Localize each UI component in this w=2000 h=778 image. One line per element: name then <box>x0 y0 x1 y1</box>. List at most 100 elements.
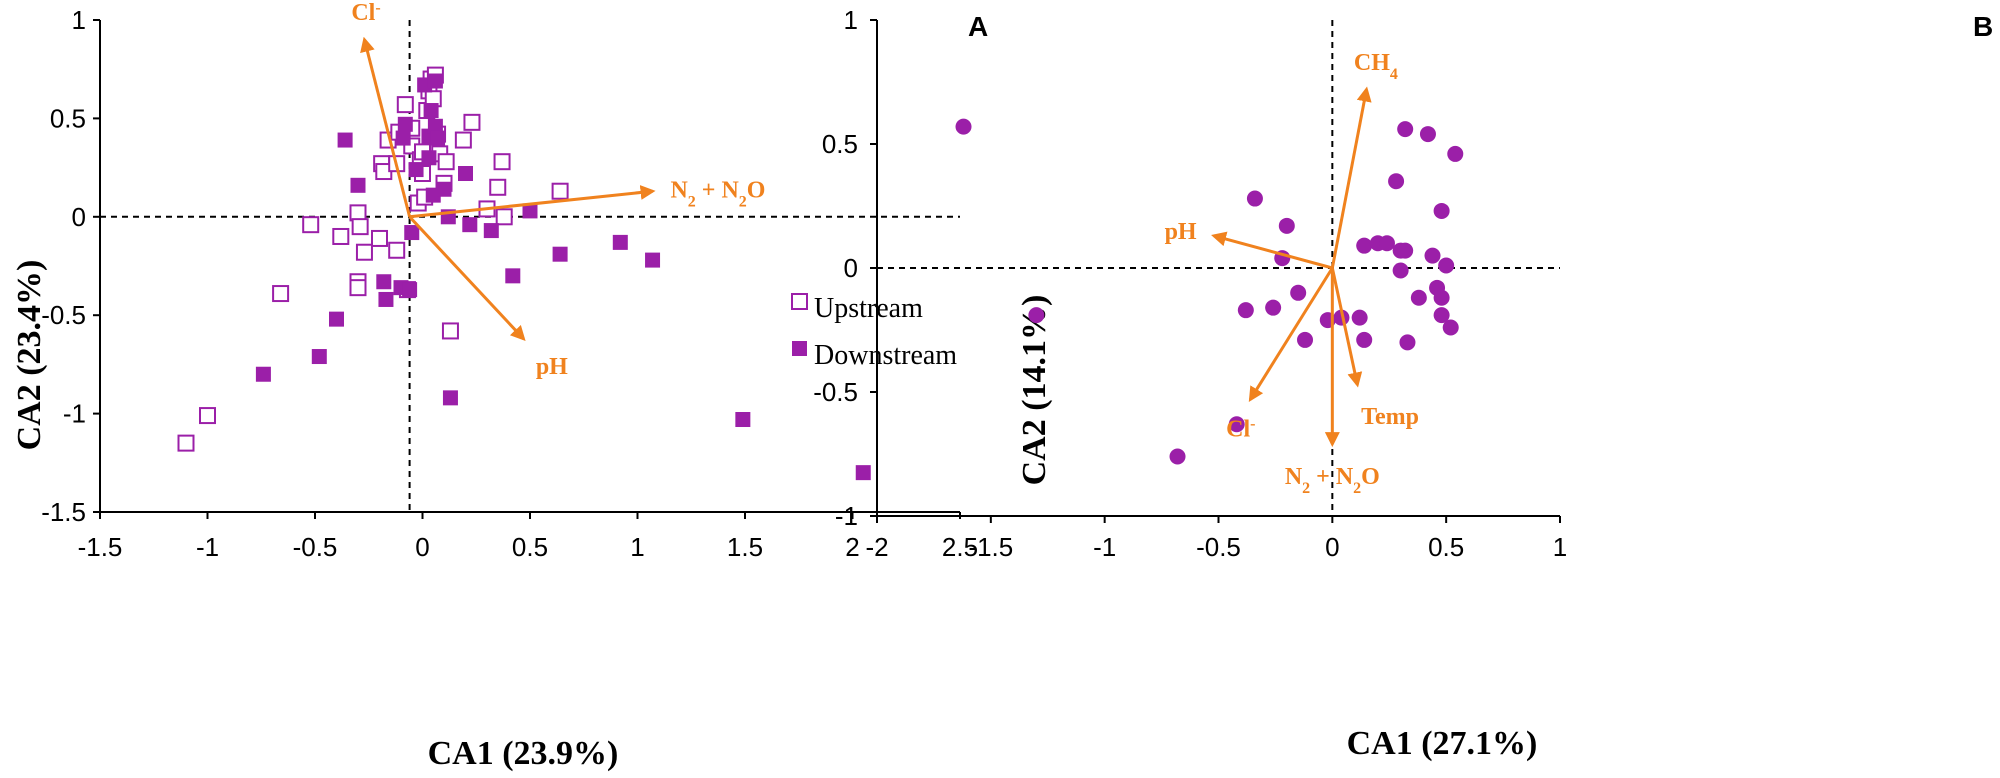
data-point-upstream <box>302 216 320 234</box>
panel-b: B CA1 (27.1%) CA2 (14.1%) -2 -1.5 -1 -0.5 0 0… <box>813 5 1993 762</box>
data-point-samples <box>1410 289 1427 306</box>
data-point-downstream <box>311 349 327 365</box>
x-tick-label: -1 <box>1093 532 1116 562</box>
vector-label-ch4: CH4 <box>1354 50 1398 83</box>
data-point-samples <box>1028 307 1045 324</box>
data-point-upstream <box>463 113 481 131</box>
data-point-upstream <box>332 227 350 245</box>
data-point-downstream <box>735 412 751 428</box>
panel-b-x-axis-label: CA1 (27.1%) <box>1347 725 1538 762</box>
data-point-samples <box>1356 331 1373 348</box>
x-tick-label: 1 <box>630 532 644 562</box>
panel-a: A CA1 (23.9%) CA2 (23.4%) Upstream Downs… <box>11 0 988 772</box>
data-point-downstream <box>255 366 271 382</box>
data-point-upstream <box>396 96 414 114</box>
panel-b-label: B <box>1973 11 1993 42</box>
data-point-downstream <box>458 166 473 182</box>
vector-arrow-ch4 <box>1330 86 1372 269</box>
data-point-samples <box>1399 334 1416 351</box>
data-point-samples <box>1388 173 1405 190</box>
data-point-downstream <box>483 223 499 239</box>
y-tick-label: 0 <box>844 253 858 283</box>
data-point-downstream <box>436 181 452 197</box>
data-point-downstream <box>408 162 424 178</box>
data-point-samples <box>1356 237 1373 254</box>
x-tick-label: 0 <box>1325 532 1339 562</box>
data-point-samples <box>1169 448 1186 465</box>
data-point-downstream <box>397 116 413 132</box>
data-point-upstream <box>349 204 367 222</box>
legend-upstream-marker <box>791 293 808 310</box>
data-point-downstream <box>402 282 418 298</box>
data-point-downstream <box>423 103 439 119</box>
data-point-samples <box>1397 121 1414 138</box>
data-point-downstream <box>442 390 458 406</box>
y-tick-label: 1 <box>844 5 858 35</box>
y-tick-label: -0.5 <box>41 300 86 330</box>
data-point-downstream <box>430 130 446 146</box>
data-point-downstream <box>337 132 353 148</box>
panel-a-label: A <box>968 11 988 42</box>
data-point-samples <box>1297 331 1314 348</box>
data-point-upstream <box>351 218 369 236</box>
vector-arrow-cl <box>360 36 412 218</box>
legend-upstream-label: Upstream <box>814 293 923 324</box>
vector-arrow-temp <box>1330 267 1363 388</box>
data-point-samples <box>1442 319 1459 336</box>
y-tick-label: -1 <box>63 399 86 429</box>
vector-arrow-ph <box>408 215 526 342</box>
panel-a-legend: Upstream Downstream <box>791 293 957 371</box>
data-point-samples <box>1433 202 1450 219</box>
data-point-samples <box>1397 242 1414 259</box>
x-tick-label: -2 <box>865 532 888 562</box>
x-tick-label: 0.5 <box>1428 532 1464 562</box>
data-point-samples <box>1333 309 1350 326</box>
x-tick-label: -1.5 <box>78 532 123 562</box>
x-tick-label: 0 <box>415 532 429 562</box>
data-point-downstream <box>855 465 871 481</box>
x-tick-label: 2 <box>845 532 859 562</box>
data-point-upstream <box>454 131 472 149</box>
data-point-samples <box>1392 262 1409 279</box>
vector-label-temp: Temp <box>1361 404 1419 430</box>
data-point-samples <box>1265 299 1282 316</box>
data-point-downstream <box>404 225 420 241</box>
data-point-upstream <box>349 279 367 297</box>
vector-label-ph: pH <box>1165 219 1197 245</box>
x-tick-label: 1.5 <box>727 532 763 562</box>
data-point-samples <box>1419 126 1436 143</box>
data-point-downstream <box>462 217 478 233</box>
data-point-downstream <box>350 177 366 193</box>
data-point-downstream <box>329 311 344 327</box>
data-point-upstream <box>493 153 511 171</box>
panel-a-y-axis-label: CA2 (23.4%) <box>11 260 48 451</box>
vector-arrow-n2-n2o <box>409 185 656 219</box>
data-point-samples <box>1290 284 1307 301</box>
data-point-samples <box>1228 416 1245 433</box>
data-point-upstream <box>177 434 195 452</box>
data-point-upstream <box>495 208 513 226</box>
y-tick-label: -1.5 <box>41 497 86 527</box>
vector-label-cl: Cl- <box>351 0 380 26</box>
data-point-samples <box>1447 145 1464 162</box>
panel-a-x-axis-label: CA1 (23.9%) <box>428 735 619 772</box>
x-tick-label: -0.5 <box>293 532 338 562</box>
data-point-downstream <box>421 150 437 166</box>
data-point-downstream <box>505 268 521 284</box>
data-point-downstream <box>376 274 392 290</box>
legend-downstream-marker <box>792 341 807 356</box>
data-point-downstream <box>378 291 394 307</box>
data-point-samples <box>1433 307 1450 324</box>
vector-label-n2-n2o: N2 + N2O <box>670 177 765 210</box>
data-point-upstream <box>355 243 373 261</box>
data-point-samples <box>1378 235 1395 252</box>
data-point-samples <box>1433 289 1450 306</box>
data-point-samples <box>1246 190 1263 207</box>
data-point-upstream <box>489 178 507 196</box>
vector-arrow-ph <box>1211 231 1333 270</box>
y-tick-label: 0.5 <box>822 129 858 159</box>
x-tick-label: 0.5 <box>512 532 548 562</box>
data-point-downstream <box>427 118 443 134</box>
y-tick-label: -1 <box>835 501 858 531</box>
